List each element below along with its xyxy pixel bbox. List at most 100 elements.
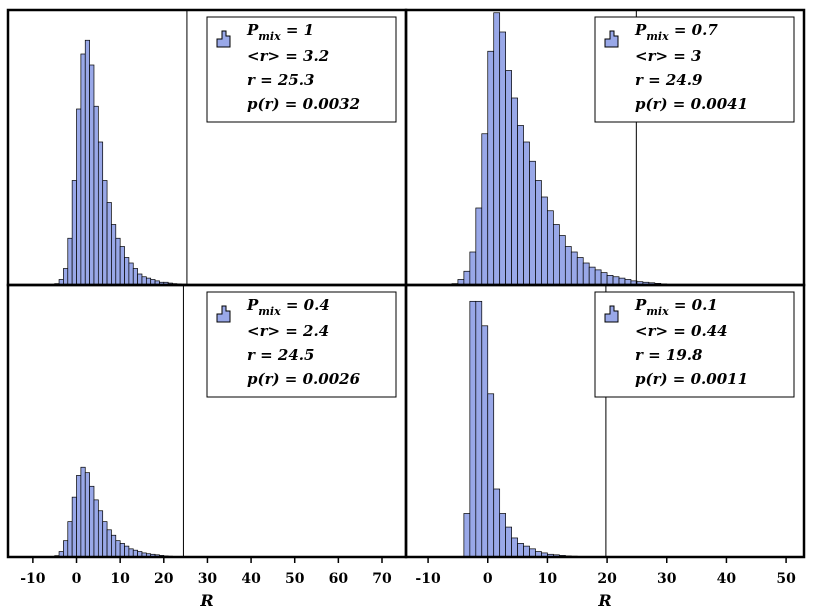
bar [103, 522, 107, 557]
bar [90, 486, 94, 557]
bar [500, 513, 506, 557]
bar [68, 238, 72, 285]
bar [470, 252, 476, 285]
bar [68, 522, 72, 557]
bar [553, 225, 559, 286]
bar [565, 247, 571, 286]
bar [577, 258, 583, 286]
legend-symbol: P [246, 296, 259, 314]
bar [583, 263, 589, 285]
bar [120, 247, 124, 286]
legend-stat: r = 25.3 [247, 71, 314, 89]
bar [541, 197, 547, 285]
bar [72, 497, 76, 557]
bar [547, 211, 553, 285]
x-tick-label: 60 [329, 571, 349, 587]
legend-text: = 0.4 [281, 296, 330, 314]
bar [63, 541, 67, 557]
bar [125, 258, 129, 286]
bar [589, 267, 595, 285]
bar [524, 546, 530, 557]
bar [512, 538, 518, 557]
bar [470, 301, 476, 557]
legend-stat: p(r) = 0.0041 [635, 95, 748, 113]
bar [111, 535, 115, 557]
bar [77, 475, 81, 557]
bar [500, 32, 506, 285]
bar [518, 126, 524, 286]
bar [488, 51, 494, 285]
bar [103, 181, 107, 286]
x-tick-label: 10 [538, 571, 558, 587]
legend-stat: r = 24.9 [635, 71, 703, 89]
bar [133, 269, 137, 286]
bar [125, 546, 129, 557]
legend-text: = 1 [281, 21, 314, 39]
x-tick-label: 40 [241, 571, 261, 587]
x-tick-label: 0 [72, 571, 82, 587]
x-tick-label: 30 [657, 571, 677, 587]
bar [81, 54, 85, 285]
x-tick-label: 0 [483, 571, 493, 587]
bar [482, 134, 488, 285]
legend-stat: p(r) = 0.0011 [635, 370, 748, 388]
bar [524, 142, 530, 285]
bar [98, 511, 102, 557]
x-tick-label: 20 [597, 571, 617, 587]
legend-stat: <r> = 3 [635, 47, 702, 65]
bar [530, 161, 536, 285]
bar [512, 98, 518, 285]
bar [94, 106, 98, 285]
bar [595, 270, 601, 285]
legend-stat: p(r) = 0.0026 [247, 370, 361, 388]
bar [94, 500, 98, 557]
x-tick-label: 70 [372, 571, 392, 587]
x-tick-label: 30 [198, 571, 218, 587]
x-axis-label: R [597, 591, 611, 610]
x-tick-label: 50 [776, 571, 796, 587]
bar [129, 263, 133, 285]
bar [120, 543, 124, 557]
x-tick-label: 10 [110, 571, 130, 587]
bar [518, 543, 524, 557]
x-tick-label: 20 [154, 571, 174, 587]
bar [535, 181, 541, 286]
bar [559, 236, 565, 286]
legend-subscript: mix [646, 305, 669, 318]
bar [81, 467, 85, 557]
bar [506, 527, 512, 557]
bar [116, 238, 120, 285]
bar [111, 225, 115, 286]
legend-stat: <r> = 2.4 [247, 322, 329, 340]
legend-stat: <r> = 3.2 [247, 47, 329, 65]
legend-stat: p(r) = 0.0032 [247, 95, 360, 113]
legend-symbol: P [634, 21, 647, 39]
bar [607, 275, 613, 285]
x-tick-label: 40 [717, 571, 737, 587]
legend-subscript: mix [258, 305, 281, 318]
x-axis-label: R [199, 591, 213, 610]
legend-stat: <r> = 0.44 [635, 322, 728, 340]
bar [63, 269, 67, 286]
bar [464, 513, 470, 557]
bar [90, 65, 94, 285]
bar [138, 274, 142, 285]
legend-subscript: mix [646, 30, 669, 43]
legend-symbol: P [246, 21, 259, 39]
bar [98, 142, 102, 285]
bar [571, 252, 577, 285]
legend-stat: r = 19.8 [635, 346, 703, 364]
legend-symbol: P [634, 296, 647, 314]
legend-text: = 0.7 [669, 21, 719, 39]
legend-text: = 0.1 [669, 296, 718, 314]
bar [494, 489, 500, 557]
bar [77, 109, 81, 285]
bar [488, 394, 494, 557]
bar [116, 541, 120, 557]
bar [107, 203, 111, 286]
bar [601, 273, 607, 285]
x-tick-label: -10 [415, 571, 441, 587]
bar [476, 208, 482, 285]
bar [72, 181, 76, 286]
